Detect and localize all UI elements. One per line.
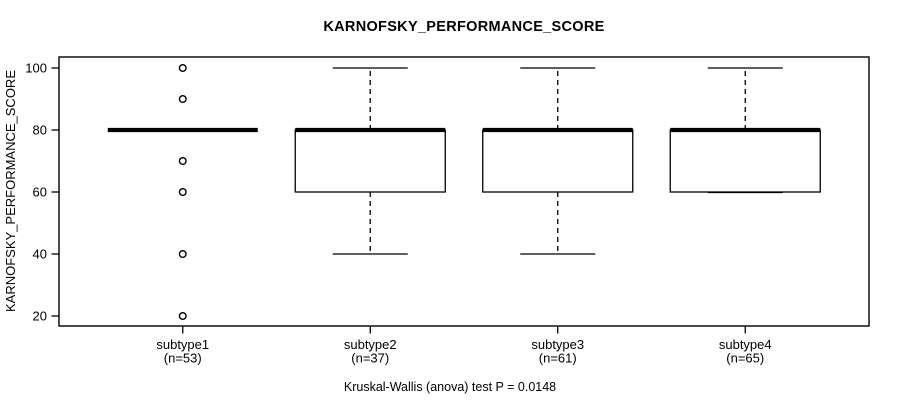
x-tick-sublabel: (n=37) bbox=[351, 351, 389, 366]
x-tick-sublabel: (n=53) bbox=[164, 351, 202, 366]
iqr-box bbox=[482, 129, 634, 193]
y-tick-label: 100 bbox=[25, 61, 47, 76]
outlier-point bbox=[178, 94, 187, 103]
iqr-box bbox=[294, 129, 446, 193]
chart-title: KARNOFSKY_PERFORMANCE_SCORE bbox=[323, 19, 604, 35]
y-tick-label: 60 bbox=[33, 185, 47, 200]
iqr-box bbox=[669, 129, 821, 193]
x-tick-label: subtype1 bbox=[156, 337, 209, 352]
boxplot-subtype2 bbox=[294, 67, 446, 255]
y-tick-label: 20 bbox=[33, 309, 47, 324]
x-tick-sublabel: (n=65) bbox=[726, 351, 764, 366]
x-tick-label: subtype2 bbox=[344, 337, 397, 352]
outlier-point bbox=[178, 187, 187, 196]
y-tick-label: 80 bbox=[33, 123, 47, 138]
y-axis-label: KARNOFSKY_PERFORMANCE_SCORE bbox=[3, 70, 18, 312]
outlier-point bbox=[178, 312, 187, 321]
boxplot-subtype3 bbox=[482, 67, 634, 255]
x-tick-label: subtype4 bbox=[719, 337, 772, 352]
boxplot-subtype4 bbox=[669, 67, 821, 194]
outlier-point bbox=[178, 156, 187, 165]
outlier-point bbox=[178, 249, 187, 258]
axes-layer: 20 40 60 80 100 subtype1(n=53) subtype2(n=37) s… bbox=[25, 61, 771, 366]
y-tick-label: 40 bbox=[33, 247, 47, 262]
boxes-layer bbox=[107, 63, 821, 321]
boxplot-subtype1 bbox=[107, 63, 258, 321]
stat-test-caption: Kruskal-Wallis (anova) test P = 0.0148 bbox=[344, 380, 556, 394]
x-tick-label: subtype3 bbox=[531, 337, 584, 352]
outlier-point bbox=[178, 63, 187, 72]
x-tick-sublabel: (n=61) bbox=[539, 351, 577, 366]
